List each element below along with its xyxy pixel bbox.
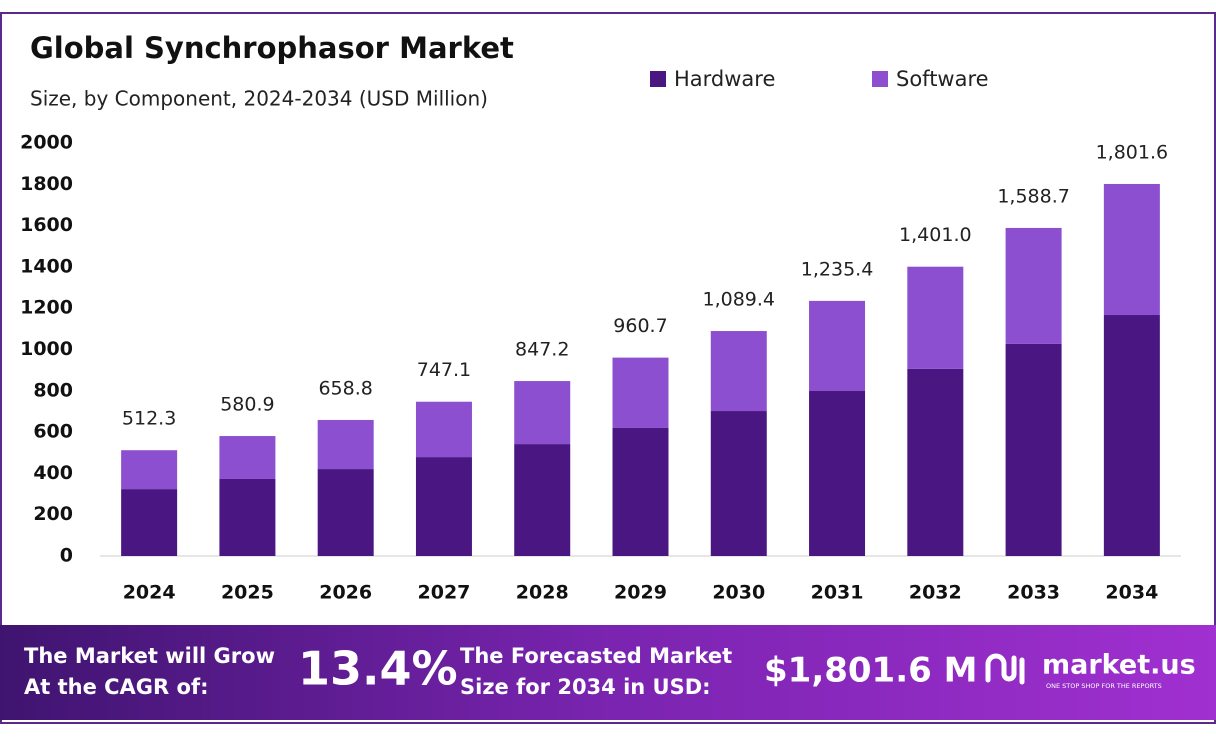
x-tick-label: 2031 [811, 582, 864, 604]
total-label: 747.1 [417, 359, 471, 381]
cagr-value: 13.4% [298, 642, 458, 696]
y-tick-label: 600 [33, 421, 73, 443]
x-tick-label: 2028 [516, 582, 569, 604]
bar [317, 469, 374, 556]
bar [1103, 315, 1160, 556]
bar [710, 331, 767, 412]
y-tick-label: 1000 [20, 338, 73, 360]
x-tick-label: 2025 [221, 582, 274, 604]
y-tick-label: 800 [33, 379, 73, 401]
bar [612, 357, 669, 428]
y-tick-label: 0 [60, 545, 73, 567]
y-tick-label: 1200 [20, 297, 73, 319]
bar [514, 381, 571, 445]
x-tick-label: 2034 [1105, 582, 1158, 604]
chart-subtitle: Size, by Component, 2024-2034 (USD Milli… [30, 87, 488, 111]
tagline: ONE STOP SHOP FOR THE REPORTS [1046, 682, 1162, 690]
bar [514, 444, 571, 556]
brand-logo [985, 653, 1025, 685]
x-tick-label: 2027 [418, 582, 471, 604]
y-tick-label: 1600 [20, 214, 73, 236]
x-tick-label: 2026 [319, 582, 372, 604]
x-tick-label: 2024 [123, 582, 176, 604]
plot: 0 200 400 600 800 1000 1200 1400 1600 1800 2000 Har… [20, 67, 1181, 604]
legend-label: Hardware [674, 67, 775, 91]
total-label: 512.3 [122, 408, 176, 430]
bar [415, 457, 472, 556]
y-tick-label: 1400 [20, 255, 73, 277]
y-tick-label: 2000 [20, 132, 73, 154]
banner [0, 625, 1216, 720]
bar [809, 391, 866, 556]
bar [710, 411, 767, 556]
total-label: 1,801.6 [1096, 141, 1169, 163]
bar [612, 427, 669, 556]
banner-text: The Market will Grow [24, 644, 275, 668]
banner-text: At the CAGR of: [24, 675, 209, 699]
x-tick-label: 2029 [614, 582, 667, 604]
legend-swatch [650, 71, 666, 87]
frame [0, 12, 1216, 724]
y-tick-label: 200 [33, 503, 73, 525]
banner-text: The Forecasted Market [460, 644, 732, 668]
total-label: 960.7 [613, 315, 667, 337]
x-tick-label: 2030 [712, 582, 765, 604]
bar [1103, 183, 1160, 316]
y-tick-label: 1800 [20, 173, 73, 195]
y-tick-label: 400 [33, 462, 73, 484]
bar [317, 419, 374, 470]
bar [1005, 343, 1062, 556]
banner-text: Size for 2034 in USD: [460, 675, 711, 699]
bar [219, 436, 276, 479]
forecast-value: $1,801.6 M [764, 651, 977, 691]
total-label: 580.9 [220, 394, 274, 416]
brand: market.us [1042, 650, 1196, 681]
legend-label: Software [896, 67, 989, 91]
total-label: 658.8 [318, 377, 372, 399]
bar [219, 478, 276, 556]
total-label: 1,089.4 [703, 289, 776, 311]
bar [907, 368, 964, 556]
x-tick-label: 2033 [1007, 582, 1060, 604]
bar [415, 401, 472, 458]
chart-title: Global Synchrophasor Market [30, 31, 514, 65]
x-tick-label: 2032 [909, 582, 962, 604]
bar [907, 266, 964, 369]
bar [1005, 227, 1062, 344]
total-label: 1,588.7 [997, 185, 1070, 207]
bar [809, 300, 866, 392]
total-label: 847.2 [515, 339, 569, 361]
legend-swatch [872, 71, 888, 87]
total-label: 1,235.4 [801, 258, 874, 280]
bar [121, 450, 178, 490]
bar [121, 489, 178, 556]
total-label: 1,401.0 [899, 224, 972, 246]
